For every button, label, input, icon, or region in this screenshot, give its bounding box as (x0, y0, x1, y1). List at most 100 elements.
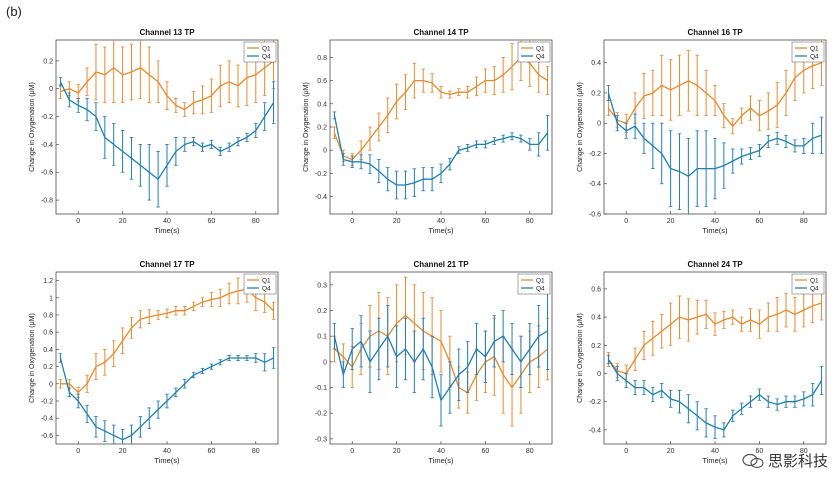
series-q4 (606, 354, 824, 439)
series-q4 (58, 347, 276, 444)
wechat-icon (742, 453, 764, 468)
legend-label-q1: Q1 (810, 278, 819, 285)
plot-area (329, 39, 553, 215)
series-line-q4 (333, 115, 549, 186)
chart-panel-2: Channel 14 TP 0 20 40 60 80 0.8 0.6 0.4 0.2 0 -0.2 -… (303, 28, 553, 235)
y-tick-label: -0.2 (589, 399, 601, 406)
y-tick-label: -0.6 (41, 433, 53, 440)
plot-data (332, 276, 550, 427)
y-tick-label: -0.4 (315, 194, 327, 201)
y-tick-label: 0 (597, 371, 601, 378)
legend-box (517, 273, 551, 295)
x-tick-label: 0 (76, 218, 80, 225)
x-tick-label: 80 (252, 218, 260, 225)
y-tick-label: -0.1 (315, 385, 327, 392)
y-tick-label: -0.4 (589, 181, 601, 188)
y-tick-label: 0 (49, 381, 53, 388)
x-tick-label: 80 (526, 448, 534, 455)
legend-label-q4: Q4 (262, 54, 271, 61)
y-tick-label: 0 (597, 121, 601, 128)
chart-panel-1: Channel 13 TP 0 20 40 60 80 0.2 0 -0.2 -0.4 -0.6 -0… (29, 28, 279, 235)
x-tick-label: 80 (526, 218, 534, 225)
y-tick-label: -0.2 (589, 151, 601, 158)
y-tick-label: -0.6 (589, 212, 601, 219)
x-tick-label: 40 (711, 218, 719, 225)
x-tick-label: 0 (624, 448, 628, 455)
plot-area (603, 271, 827, 445)
x-tick-label: 40 (711, 448, 719, 455)
y-axis-label: Change in Oxygenation (μM) (29, 313, 36, 403)
series-line-q1 (60, 60, 274, 111)
series-line-q4 (607, 92, 822, 177)
y-tick-label: 1 (49, 295, 53, 302)
y-tick-label: -0.4 (41, 142, 53, 149)
x-tick-label: 20 (667, 448, 675, 455)
legend-label-q4: Q4 (262, 286, 271, 293)
chart-panel-4: Channel 17 TP 0 20 40 60 80 1.2 1 0.8 0.6 0.4 0.2 0 -… (29, 260, 279, 465)
x-tick-label: 60 (756, 448, 764, 455)
y-tick-label: 0.4 (43, 347, 53, 354)
y-tick-label: 0.3 (317, 282, 327, 289)
y-axis-label: Change in Oxygenation (μM) (577, 313, 584, 403)
series-q1 (58, 275, 276, 398)
y-tick-label: 0.6 (43, 330, 53, 337)
legend-label-q1: Q1 (536, 46, 545, 53)
x-tick-label: 40 (437, 218, 445, 225)
y-tick-label: -0.2 (41, 399, 53, 406)
series-q4 (606, 84, 824, 214)
series-q1 (332, 40, 550, 166)
x-tick-label: 20 (119, 218, 127, 225)
y-tick-label: 0.2 (43, 364, 53, 371)
chart-panel-6: Channel 24 TP 0 20 40 60 80 0.6 0.4 0.2 0 -0.2 -0.4… (577, 260, 827, 465)
y-axis-label: Change in Oxygenation (μM) (303, 82, 310, 172)
chart-title: Channel 24 TP (687, 260, 743, 269)
watermark: 思影科技 (742, 450, 828, 471)
y-tick-label: -0.2 (315, 171, 327, 178)
x-tick-label: 60 (482, 448, 490, 455)
y-tick-label: 0 (49, 86, 53, 93)
x-axis-label: Time(s) (154, 456, 180, 465)
series-q4 (58, 77, 276, 208)
legend-label-q4: Q4 (810, 286, 819, 293)
y-tick-label: -0.3 (315, 436, 327, 443)
legend-label-q4: Q4 (536, 286, 545, 293)
y-tick-label: 0.4 (591, 60, 601, 67)
chart-title: Channel 21 TP (413, 260, 469, 269)
legend-label-q1: Q1 (536, 278, 545, 285)
y-axis-label: Change in Oxygenation (μM) (29, 82, 36, 172)
legend-label-q1: Q1 (262, 278, 271, 285)
x-tick-label: 60 (208, 218, 216, 225)
plot-data (332, 40, 550, 200)
y-tick-label: 0 (323, 359, 327, 366)
legend-label-q1: Q1 (262, 46, 271, 53)
figure-label: (b) (6, 4, 22, 19)
y-tick-label: 0.2 (591, 90, 601, 97)
chart-panel-5: Channel 21 TP 0 20 40 60 80 0.3 0.2 0.1 0 -0.1 -0.2… (315, 260, 553, 465)
x-tick-label: 20 (119, 448, 127, 455)
x-tick-label: 40 (437, 448, 445, 455)
x-tick-label: 40 (163, 218, 171, 225)
y-tick-label: 0 (323, 148, 327, 155)
y-tick-label: 0.6 (317, 78, 327, 85)
x-tick-label: 0 (76, 448, 80, 455)
plot-data (58, 40, 276, 208)
y-tick-label: 1.2 (43, 278, 53, 285)
y-axis-label: Change in Oxygenation (μM) (577, 82, 584, 172)
series-line-q1 (607, 62, 822, 128)
y-tick-label: -0.6 (41, 170, 53, 177)
chart-title: Channel 14 TP (413, 28, 469, 37)
y-tick-label: 0.4 (591, 315, 601, 322)
chart-title: Channel 13 TP (139, 28, 195, 37)
series-line-q1 (607, 302, 822, 375)
x-axis-label: Time(s) (428, 226, 454, 235)
x-tick-label: 0 (624, 218, 628, 225)
y-tick-label: 0.2 (591, 343, 601, 350)
chart-title: Channel 17 TP (139, 260, 195, 269)
x-tick-label: 20 (667, 218, 675, 225)
legend-box (791, 41, 825, 63)
legend-label-q1: Q1 (810, 46, 819, 53)
